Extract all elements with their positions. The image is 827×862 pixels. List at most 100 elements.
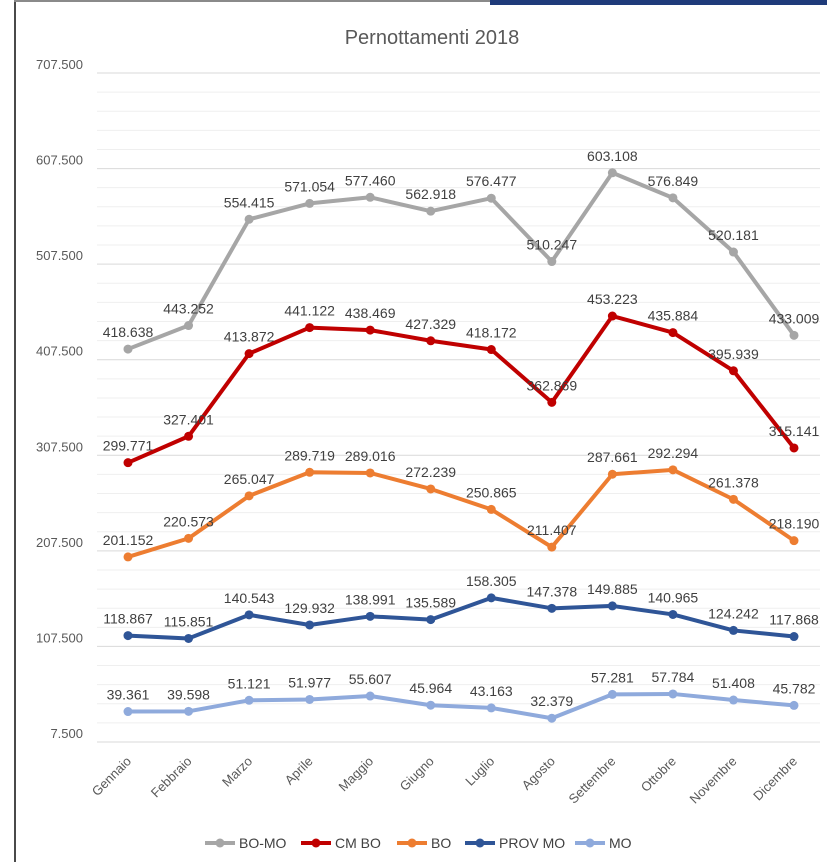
data-label: 140.543	[224, 590, 275, 606]
series-cm-bo	[123, 311, 799, 468]
y-tick-label: 307.500	[36, 439, 83, 454]
chart-title: Pernottamenti 2018	[345, 27, 520, 49]
data-label: 289.719	[284, 447, 335, 463]
y-tick-label: 707.500	[36, 57, 83, 72]
data-point	[123, 458, 133, 468]
data-point	[486, 193, 496, 203]
data-label: 362.869	[527, 377, 578, 393]
data-point	[486, 703, 496, 713]
data-point	[305, 323, 315, 333]
data-point	[728, 625, 738, 635]
data-label: 57.281	[591, 669, 634, 685]
data-label: 287.661	[587, 449, 638, 465]
x-tick-label: Agosto	[519, 754, 558, 793]
data-point	[244, 695, 254, 705]
data-point	[244, 491, 254, 501]
data-label: 211.407	[527, 522, 577, 538]
data-point	[607, 469, 617, 479]
x-tick-label: Febbraio	[148, 754, 195, 801]
data-point	[607, 601, 617, 611]
accent-bar	[490, 0, 827, 5]
data-point	[365, 192, 375, 202]
data-label: 140.965	[648, 589, 699, 605]
series-line	[126, 314, 796, 465]
data-label: 43.163	[470, 683, 513, 699]
data-point	[365, 611, 375, 621]
data-point	[426, 615, 436, 625]
data-label: 438.469	[345, 305, 396, 321]
data-label: 250.865	[466, 484, 517, 500]
series-layer	[123, 168, 799, 723]
data-point	[789, 330, 799, 340]
legend-label: BO-MO	[239, 835, 287, 851]
x-tick-label: Settembre	[565, 754, 618, 807]
x-tick-label: Aprile	[282, 754, 316, 788]
x-tick-label: Gennaio	[89, 754, 134, 799]
data-label: 443.252	[163, 301, 214, 317]
data-point	[486, 504, 496, 514]
data-label: 220.573	[163, 513, 214, 529]
data-label: 441.122	[284, 303, 335, 319]
legend-label: BO	[431, 835, 451, 851]
x-tick-label: Marzo	[219, 754, 255, 790]
legend: BO-MO CM BO BO PROV MO MO	[205, 835, 632, 851]
legend-swatch-marker	[311, 838, 321, 848]
data-label: 201.152	[103, 532, 154, 548]
data-point	[607, 689, 617, 699]
data-label: 433.009	[769, 310, 820, 326]
data-point	[305, 467, 315, 477]
data-label: 124.242	[708, 605, 759, 621]
gridlines	[97, 72, 820, 743]
data-label: 292.294	[648, 445, 699, 461]
series-line	[126, 467, 796, 559]
frame-border-top	[14, 0, 827, 2]
data-point	[547, 542, 557, 552]
legend-item: CM BO	[301, 835, 381, 851]
y-tick-label: 407.500	[36, 344, 83, 359]
data-point	[486, 345, 496, 355]
legend-swatch-marker	[407, 838, 417, 848]
data-label: 261.378	[708, 474, 759, 490]
data-label: 327.401	[163, 411, 214, 427]
data-point	[607, 311, 617, 321]
data-point	[607, 168, 617, 178]
data-label: 289.016	[345, 448, 396, 464]
data-label: 603.108	[587, 148, 638, 164]
legend-swatch-marker	[585, 838, 595, 848]
data-point	[123, 631, 133, 641]
data-point	[668, 193, 678, 203]
data-label: 115.851	[164, 613, 214, 629]
data-label: 57.784	[651, 669, 694, 685]
x-tick-label: Novembre	[687, 754, 740, 807]
data-label: 39.598	[167, 686, 210, 702]
data-point	[123, 707, 133, 717]
data-label: 138.991	[345, 591, 396, 607]
data-point	[184, 431, 194, 441]
x-tick-label: Giugno	[397, 754, 437, 794]
data-point	[184, 706, 194, 716]
data-label: 576.477	[466, 173, 517, 189]
data-label: 51.977	[288, 674, 331, 690]
data-point	[426, 484, 436, 494]
data-point	[365, 691, 375, 701]
data-label: 135.589	[405, 595, 456, 611]
data-label: 554.415	[224, 194, 275, 210]
data-point	[728, 494, 738, 504]
data-label: 158.305	[466, 573, 517, 589]
data-point	[244, 214, 254, 224]
data-point	[184, 633, 194, 643]
legend-item: PROV MO	[465, 835, 565, 851]
data-labels: 418.638 443.252 554.415 571.054 577.460 562.9…	[103, 148, 820, 709]
data-point	[426, 700, 436, 710]
y-axis: 7.500 107.500 207.500 307.500 407.500 507.500…	[36, 57, 83, 741]
data-label: 265.047	[224, 471, 275, 487]
x-tick-label: Maggio	[336, 754, 377, 795]
legend-swatch-marker	[215, 838, 225, 848]
data-point	[123, 344, 133, 354]
data-label: 149.885	[587, 581, 638, 597]
data-label: 118.867	[103, 611, 153, 627]
data-point	[486, 593, 496, 603]
x-axis: Gennaio Febbraio Marzo Aprile Maggio Giugno Lu…	[89, 754, 800, 807]
y-tick-label: 107.500	[36, 630, 83, 645]
